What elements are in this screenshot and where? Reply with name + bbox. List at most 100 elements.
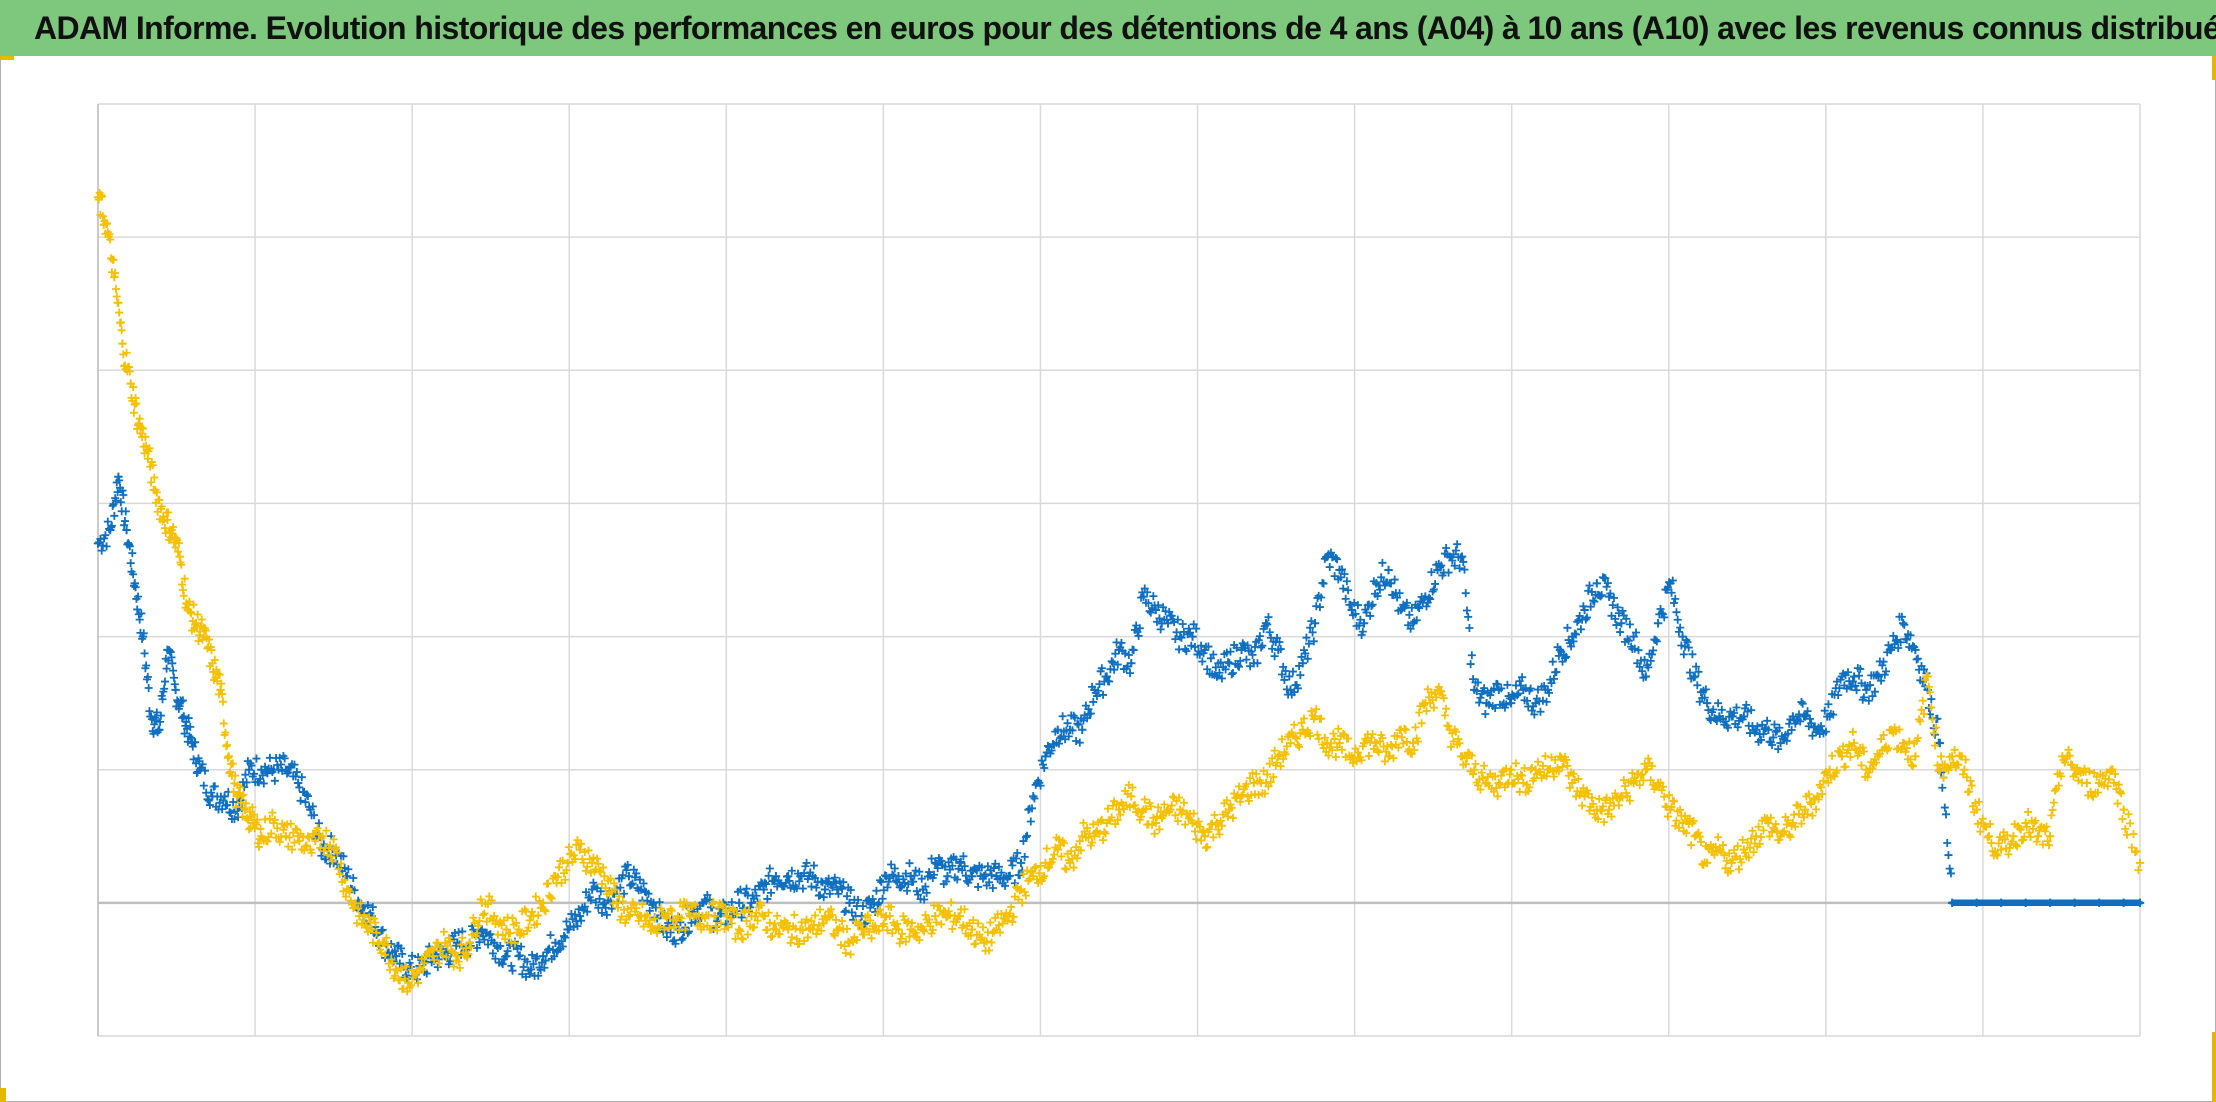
data-point-marker	[577, 916, 586, 925]
data-point-marker	[1922, 672, 1931, 681]
data-point-marker	[1907, 761, 1916, 770]
data-point-marker	[988, 928, 997, 937]
data-point-marker	[977, 933, 986, 942]
data-point-marker	[2134, 866, 2143, 875]
data-point-marker	[1415, 708, 1424, 717]
data-point-marker	[1333, 555, 1342, 564]
data-point-marker	[1418, 699, 1427, 708]
data-point-marker	[236, 783, 245, 792]
data-point-marker	[1095, 680, 1104, 689]
data-point-marker	[1794, 710, 1803, 719]
data-point-marker	[666, 905, 675, 914]
data-point-marker	[286, 819, 295, 828]
data-point-marker	[1242, 779, 1251, 788]
data-point-marker	[1694, 828, 1703, 837]
data-point-marker	[650, 914, 659, 923]
data-point-marker	[1821, 727, 1830, 736]
data-point-marker	[1226, 647, 1235, 656]
data-point-marker	[546, 893, 555, 902]
data-point-marker	[1670, 797, 1679, 806]
data-point-marker	[1116, 810, 1125, 819]
data-point-marker	[533, 919, 542, 928]
data-point-marker	[1632, 628, 1641, 637]
data-point-marker	[201, 626, 210, 635]
data-point-marker	[676, 918, 685, 927]
data-point-marker	[1583, 613, 1592, 622]
data-point-marker	[1344, 734, 1353, 743]
data-point-marker	[525, 969, 534, 978]
data-point-marker	[1388, 742, 1397, 751]
data-point-marker	[1304, 639, 1313, 648]
data-point-marker	[965, 875, 974, 884]
data-point-marker	[387, 939, 396, 948]
data-point-marker	[1215, 668, 1224, 677]
data-point-marker	[205, 635, 214, 644]
data-point-marker	[1843, 746, 1852, 755]
data-point-marker	[1077, 846, 1086, 855]
data-point-marker	[1553, 643, 1562, 652]
data-point-marker	[426, 946, 435, 955]
data-point-marker	[1097, 664, 1106, 673]
data-point-marker	[558, 856, 567, 865]
data-point-marker	[2117, 789, 2126, 798]
data-point-marker	[1232, 643, 1241, 652]
data-point-marker	[403, 987, 412, 996]
data-point-marker	[1864, 696, 1873, 705]
data-point-marker	[1616, 628, 1625, 637]
data-point-marker	[655, 922, 664, 931]
data-point-marker	[1900, 620, 1909, 629]
data-point-marker	[1410, 746, 1419, 755]
data-point-marker	[1085, 829, 1094, 838]
data-point-marker	[1803, 707, 1812, 716]
data-point-marker	[279, 825, 288, 834]
data-point-marker	[129, 408, 138, 417]
data-point-marker	[528, 907, 537, 916]
data-point-marker	[454, 957, 463, 966]
data-point-marker	[840, 942, 849, 951]
data-point-marker	[528, 950, 537, 959]
data-point-marker	[1100, 827, 1109, 836]
data-point-marker	[1177, 633, 1186, 642]
data-point-marker	[1313, 730, 1322, 739]
data-point-marker	[1324, 751, 1333, 760]
data-point-marker	[683, 903, 692, 912]
data-point-marker	[1754, 822, 1763, 831]
data-point-marker	[245, 807, 254, 816]
data-point-marker	[2004, 850, 2013, 859]
data-point-marker	[259, 779, 268, 788]
data-point-marker	[111, 284, 120, 293]
data-point-marker	[807, 916, 816, 925]
data-point-marker	[1227, 670, 1236, 679]
data-point-marker	[132, 399, 141, 408]
data-point-marker	[1325, 563, 1334, 572]
data-point-marker	[1542, 697, 1551, 706]
data-point-marker	[250, 810, 259, 819]
data-point-marker	[1569, 637, 1578, 646]
data-point-marker	[885, 911, 894, 920]
data-point-marker	[836, 941, 845, 950]
data-point-marker	[311, 837, 320, 846]
data-point-marker	[1971, 798, 1980, 807]
data-point-marker	[296, 796, 305, 805]
data-point-marker	[1227, 803, 1236, 812]
data-point-marker	[1149, 592, 1158, 601]
data-point-marker	[1551, 755, 1560, 764]
data-point-marker	[1063, 719, 1072, 728]
data-point-marker	[506, 929, 515, 938]
data-point-marker	[452, 941, 461, 950]
data-point-marker	[446, 937, 455, 946]
data-point-marker	[1518, 673, 1527, 682]
data-point-marker	[665, 923, 674, 932]
corner-mark-left-top	[0, 56, 14, 60]
data-point-marker	[472, 929, 481, 938]
data-point-marker	[174, 539, 183, 548]
data-point-marker	[1459, 557, 1468, 566]
data-point	[1494, 778, 1504, 788]
data-point-marker	[1254, 791, 1263, 800]
chart-title: ADAM Informe. Evolution historique des p…	[34, 9, 2216, 46]
data-point-marker	[1149, 813, 1158, 822]
data-point-marker	[1486, 691, 1495, 700]
data-point-marker	[1411, 723, 1420, 732]
data-point-marker	[1753, 722, 1762, 731]
data-point-marker	[1465, 623, 1474, 632]
